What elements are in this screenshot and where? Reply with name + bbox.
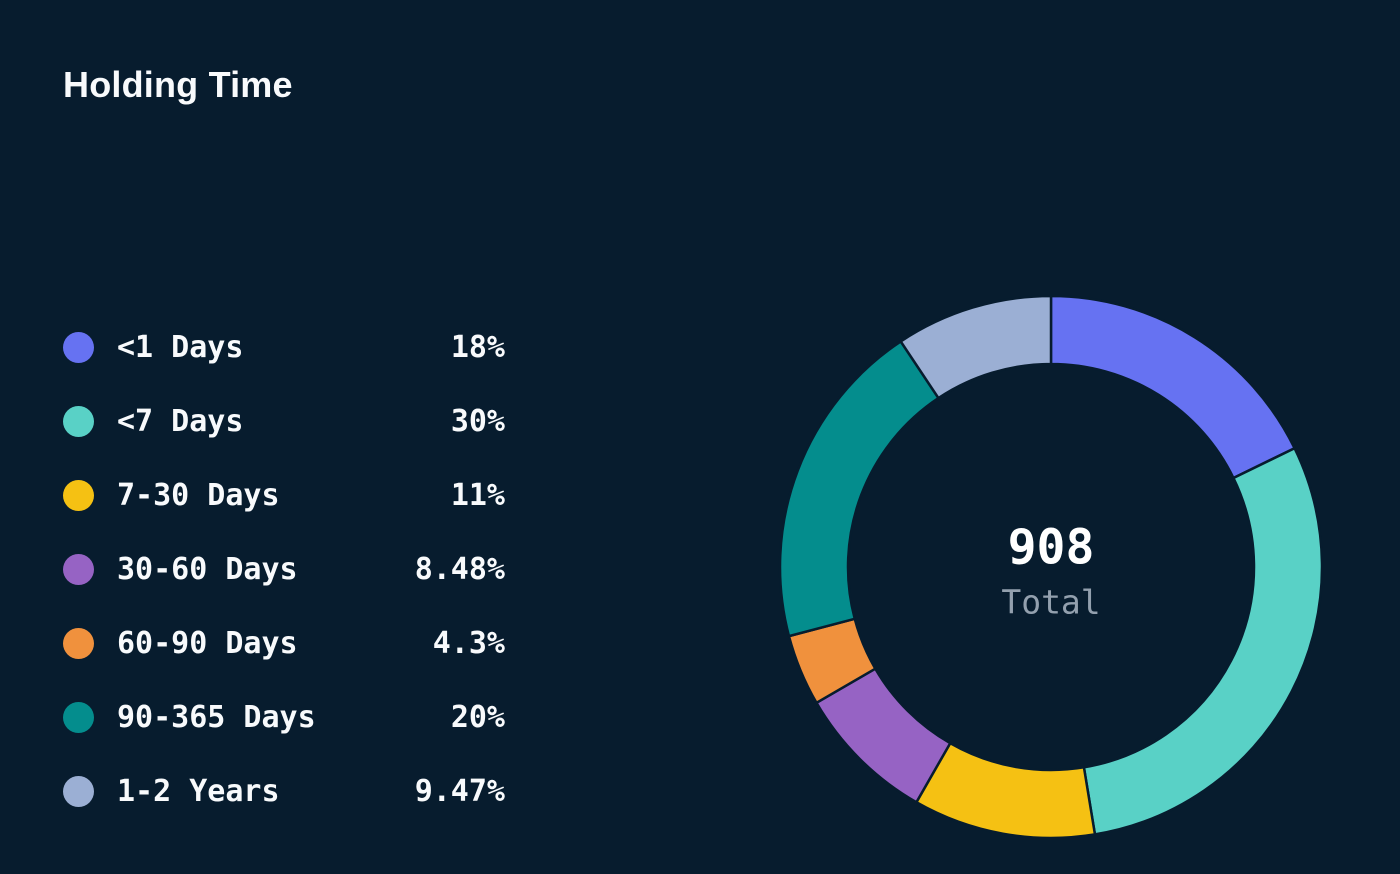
legend-value: 8.48%	[414, 551, 505, 587]
legend-item[interactable]: <1 Days 18%	[63, 327, 505, 367]
donut-slice[interactable]	[1082, 446, 1324, 836]
donut-slice[interactable]	[778, 340, 940, 638]
chart-title: Holding Time	[63, 64, 293, 105]
legend-value: 18%	[450, 329, 505, 365]
donut-svg	[778, 294, 1324, 840]
legend-label: 60-90 Days	[117, 625, 298, 661]
legend-item[interactable]: 1-2 Years 9.47%	[63, 771, 505, 811]
legend-value: 20%	[450, 699, 505, 735]
legend-value: 9.47%	[414, 773, 505, 809]
legend-value: 11%	[450, 477, 505, 513]
legend-swatch-icon	[63, 627, 94, 659]
chart-legend: <1 Days 18% <7 Days 30% 7-30 Days 11% 30-60 Da…	[63, 327, 505, 811]
legend-swatch-icon	[63, 405, 94, 437]
legend-item[interactable]: 7-30 Days 11%	[63, 475, 505, 515]
legend-item[interactable]: 30-60 Days 8.48%	[63, 549, 505, 589]
legend-item[interactable]: 90-365 Days 20%	[63, 697, 505, 737]
legend-value: 30%	[450, 403, 505, 439]
legend-value: 4.3%	[432, 625, 505, 661]
legend-swatch-icon	[63, 701, 94, 733]
legend-item[interactable]: 60-90 Days 4.3%	[63, 623, 505, 663]
legend-label: <7 Days	[117, 403, 244, 439]
legend-label: 7-30 Days	[117, 477, 280, 513]
legend-label: <1 Days	[117, 329, 244, 365]
donut-slice[interactable]	[1049, 294, 1296, 480]
legend-label: 30-60 Days	[117, 551, 298, 587]
donut-slice[interactable]	[899, 294, 1053, 400]
donut-chart: 908 Total	[771, 287, 1331, 847]
legend-swatch-icon	[63, 775, 94, 807]
legend-swatch-icon	[63, 553, 94, 585]
legend-label: 1-2 Years	[117, 773, 280, 809]
legend-swatch-icon	[63, 331, 94, 363]
legend-swatch-icon	[63, 479, 94, 511]
legend-item[interactable]: <7 Days 30%	[63, 401, 505, 441]
legend-label: 90-365 Days	[117, 699, 316, 735]
